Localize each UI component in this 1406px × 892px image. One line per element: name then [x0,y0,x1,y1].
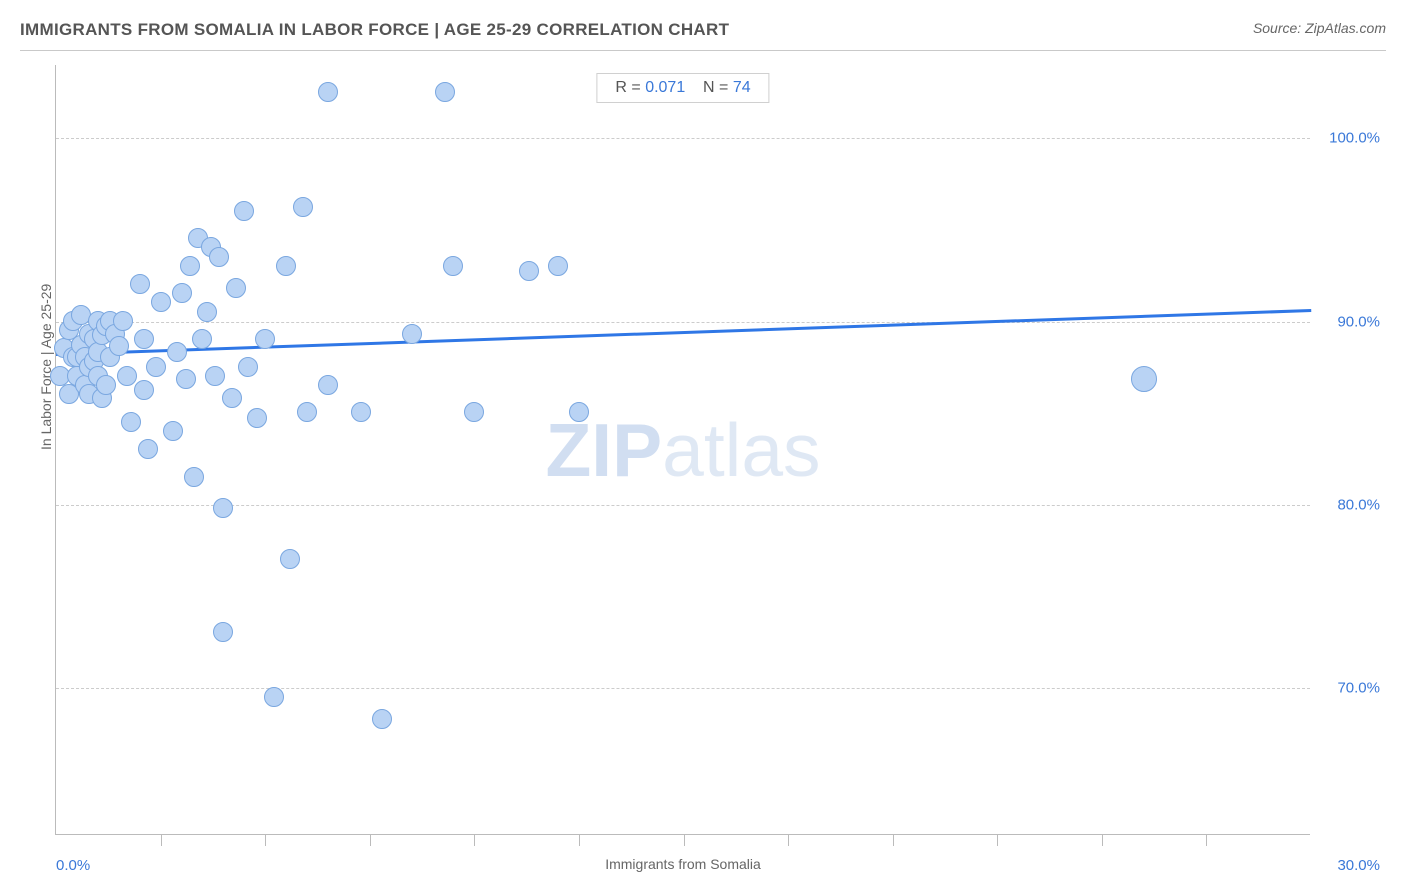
scatter-point [180,256,200,276]
n-value: 74 [733,79,751,96]
scatter-point [222,388,242,408]
scatter-point [234,201,254,221]
x-tick [684,834,685,846]
scatter-point [435,82,455,102]
x-tick [1102,834,1103,846]
x-tick [1206,834,1207,846]
watermark: ZIPatlas [545,407,820,493]
scatter-point [192,329,212,349]
scatter-point [464,402,484,422]
scatter-point [134,329,154,349]
scatter-point [297,402,317,422]
scatter-point [205,366,225,386]
scatter-point [197,302,217,322]
x-tick [997,834,998,846]
watermark-bold: ZIP [545,408,662,492]
y-tick-label: 80.0% [1337,497,1380,514]
scatter-point [519,261,539,281]
scatter-point [134,380,154,400]
gridline-h [56,688,1310,689]
scatter-point [184,467,204,487]
gridline-h [56,138,1310,139]
scatter-point [318,82,338,102]
n-label: N = [703,79,728,96]
scatter-point [151,292,171,312]
stats-box: R = 0.071 N = 74 [596,73,769,103]
scatter-point [130,274,150,294]
scatter-point [167,342,187,362]
x-tick [893,834,894,846]
y-tick-label: 90.0% [1337,313,1380,330]
scatter-point [209,247,229,267]
scatter-point [238,357,258,377]
scatter-point [117,366,137,386]
scatter-point [548,256,568,276]
scatter-point [402,324,422,344]
scatter-point [163,421,183,441]
scatter-point [569,402,589,422]
y-tick-label: 70.0% [1337,680,1380,697]
scatter-point [264,687,284,707]
scatter-point [146,357,166,377]
scatter-point [247,408,267,428]
scatter-point [372,709,392,729]
scatter-point [1131,366,1157,392]
scatter-point [351,402,371,422]
scatter-point [443,256,463,276]
trend-line [56,309,1311,356]
r-label: R = [615,79,640,96]
scatter-point [138,439,158,459]
x-tick [370,834,371,846]
scatter-point [226,278,246,298]
scatter-point [318,375,338,395]
gridline-h [56,322,1310,323]
scatter-point [121,412,141,432]
x-tick [788,834,789,846]
scatter-point [113,311,133,331]
x-axis-label: Immigrants from Somalia [605,856,761,872]
chart-header: IMMIGRANTS FROM SOMALIA IN LABOR FORCE |… [20,20,1386,51]
x-tick [579,834,580,846]
scatter-point [96,375,116,395]
x-min-label: 0.0% [56,857,90,874]
y-axis-label: In Labor Force | Age 25-29 [38,283,54,449]
scatter-point [280,549,300,569]
plot-area: ZIPatlas R = 0.071 N = 74 In Labor Force… [55,65,1310,835]
x-tick [161,834,162,846]
chart-title: IMMIGRANTS FROM SOMALIA IN LABOR FORCE |… [20,20,729,40]
gridline-h [56,505,1310,506]
watermark-light: atlas [662,408,820,492]
scatter-point [213,498,233,518]
scatter-point [172,283,192,303]
x-tick [474,834,475,846]
x-max-label: 30.0% [1337,857,1380,874]
scatter-point [255,329,275,349]
y-tick-label: 100.0% [1329,130,1380,147]
scatter-point [109,336,129,356]
scatter-point [213,622,233,642]
r-value: 0.071 [645,79,685,96]
x-tick [265,834,266,846]
scatter-point [276,256,296,276]
scatter-point [176,369,196,389]
plot-wrap: ZIPatlas R = 0.071 N = 74 In Labor Force… [20,60,1386,872]
chart-source: Source: ZipAtlas.com [1253,20,1386,36]
scatter-point [293,197,313,217]
